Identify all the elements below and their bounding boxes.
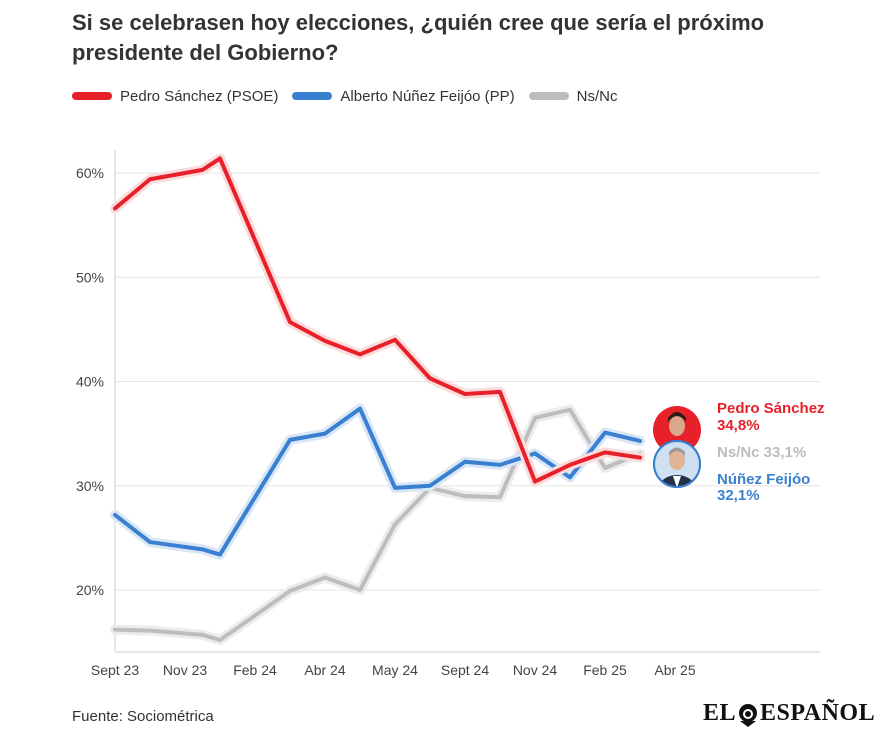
end-label-feijoo-name: Núñez Feijóo	[717, 471, 810, 488]
x-tick-label: Nov 23	[163, 662, 208, 678]
end-label-sanchez-name: Pedro Sánchez	[717, 400, 825, 417]
chart-gridlines	[114, 150, 820, 653]
series-halo-0	[110, 153, 645, 487]
y-tick-label: 60%	[76, 165, 104, 181]
x-tick-label: Abr 24	[304, 662, 345, 678]
y-tick-label: 30%	[76, 478, 104, 494]
end-label-nsnc: Ns/Nc 33,1%	[717, 444, 806, 461]
legend-item-sanchez: Pedro Sánchez (PSOE)	[72, 88, 278, 105]
avatar-feijoo	[653, 440, 701, 488]
series-line-2	[113, 407, 642, 643]
legend-swatch-feijoo	[292, 92, 333, 100]
y-axis: 20% 30% 40% 50% 60%	[76, 165, 104, 598]
series-halo-1	[110, 403, 645, 560]
end-label-sanchez-value: 34,8%	[717, 417, 760, 434]
x-tick-label: Sept 23	[91, 662, 139, 678]
logo-text-right: ESPAÑOL	[760, 700, 876, 726]
x-tick-label: Feb 24	[233, 662, 277, 678]
legend-item-nsnc: Ns/Nc	[528, 87, 618, 105]
line-chart: 20% 30% 40% 50% 60% Sept 23 Nov 23 Feb 24 Abr 2…	[76, 150, 825, 678]
legend-swatch-sanchez	[72, 92, 112, 100]
el-espanol-logo: EL ESPAÑOL	[703, 700, 875, 727]
x-tick-label: Abr 25	[654, 662, 695, 678]
logo-text-left: EL	[703, 700, 737, 726]
legend-label-feijoo: Alberto Núñez Feijóo (PP)	[340, 87, 515, 105]
legend-label-sanchez: Pedro Sánchez (PSOE)	[120, 87, 279, 105]
legend-swatch-nsnc	[528, 92, 569, 100]
legend-label-nsnc: Ns/Nc	[576, 87, 618, 105]
chart-title: Si se celebrasen hoy elecciones, ¿quién …	[72, 10, 765, 65]
x-tick-label: Sept 24	[441, 662, 489, 678]
x-tick-label: Feb 25	[583, 662, 627, 678]
x-tick-label: May 24	[372, 662, 418, 678]
chart-legend: Pedro Sánchez (PSOE) Alberto Núñez Feijó…	[72, 84, 632, 108]
lion-icon	[739, 703, 758, 727]
x-tick-label: Nov 24	[513, 662, 558, 678]
y-tick-label: 40%	[76, 374, 104, 390]
chart-series	[110, 153, 645, 646]
y-tick-label: 20%	[76, 582, 104, 598]
source-note: Fuente: Sociométrica	[72, 708, 214, 725]
series-line-0	[113, 156, 642, 484]
x-axis: Sept 23 Nov 23 Feb 24 Abr 24 May 24 Sept 24 No…	[91, 662, 696, 678]
legend-item-feijoo: Alberto Núñez Feijóo (PP)	[292, 87, 515, 105]
y-tick-label: 50%	[76, 269, 104, 285]
end-label-feijoo-value: 32,1%	[717, 487, 760, 504]
series-line-1	[113, 406, 642, 557]
